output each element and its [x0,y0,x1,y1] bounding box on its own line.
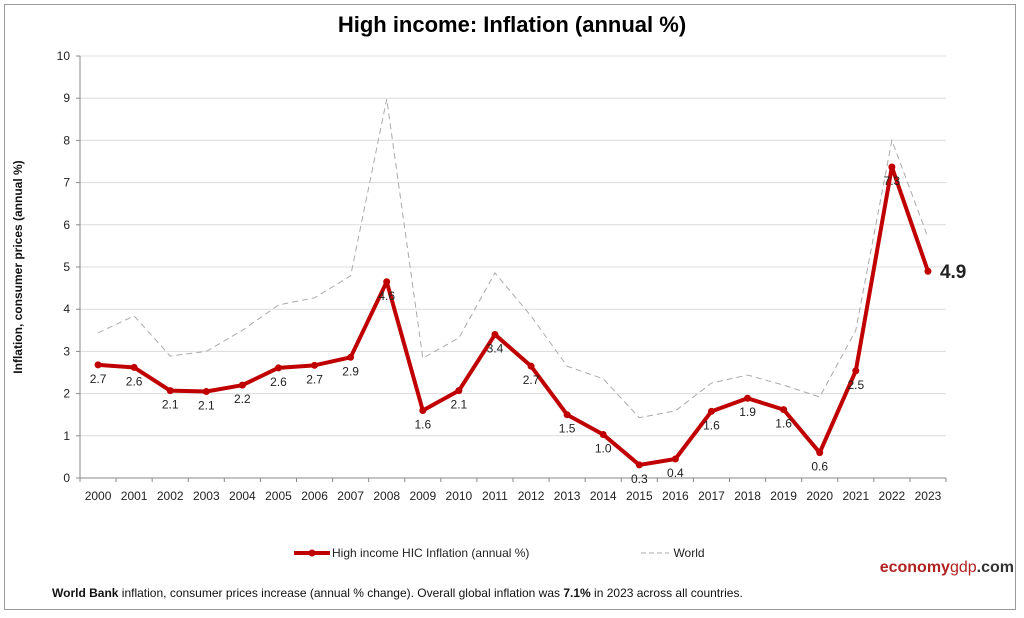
data-label-hic: 1.0 [595,442,612,456]
x-tick-label: 2015 [626,489,653,503]
x-tick-label: 2018 [734,489,761,503]
data-label-hic: 2.2 [234,392,251,406]
data-label-hic: 2.5 [847,378,864,392]
data-label-hic: 1.9 [739,405,756,419]
series-line-world [97,98,929,419]
x-tick-label: 2014 [590,489,617,503]
series-line-hic [97,164,930,467]
data-label-hic: 2.1 [198,398,215,412]
y-tick-label: 1 [63,429,70,443]
data-label-hic: 3.4 [487,342,504,356]
x-tick-label: 2006 [301,489,328,503]
data-label-hic: 2.7 [523,373,540,387]
legend-label-world: World [673,546,705,560]
data-point-hic [888,163,896,171]
data-point-hic [130,363,138,371]
x-tick-label: 2008 [373,489,400,503]
legend-marker-hic [294,549,330,557]
data-label-hic: 7.3 [884,174,901,188]
y-tick-label: 3 [63,344,70,358]
data-label-hic: 1.6 [775,417,792,431]
legend: High income HIC Inflation (annual %) Wor… [292,546,815,560]
y-tick-label: 0 [63,471,70,485]
data-label-hic: 0.3 [631,472,648,486]
x-tick-label: 2017 [698,489,725,503]
data-point-hic [780,406,788,414]
x-tick-label: 2007 [337,489,364,503]
x-tick-label: 2021 [842,489,869,503]
data-point-hic [166,387,174,395]
x-tick-label: 2001 [121,489,148,503]
x-tick-label: 2012 [518,489,545,503]
data-point-hic [527,362,535,370]
y-tick-label: 7 [63,176,70,190]
x-tick-label: 2002 [157,489,184,503]
x-tick-label: 2019 [770,489,797,503]
footer-note: World Bank inflation, consumer prices in… [52,586,743,600]
x-tick-label: 2011 [482,489,508,503]
data-label-hic: 1.6 [703,418,720,432]
data-label-hic: 4.6 [378,289,395,303]
y-tick-label: 6 [63,218,70,232]
data-label-hic: 1.5 [559,422,576,436]
brand-logo: economygdp.com [879,559,1014,576]
y-tick-label: 10 [57,49,71,63]
data-label-hic: 2.7 [306,372,323,386]
x-tick-label: 2023 [915,489,942,503]
x-tick-label: 2016 [662,489,689,503]
data-label-hic: 4.9 [940,262,966,283]
data-label-hic: 2.1 [162,398,179,412]
y-tick-label: 5 [63,260,70,274]
data-label-hic: 0.6 [811,460,828,474]
legend-item-world: World [639,546,705,560]
data-point-hic [347,353,355,361]
data-point-hic [94,361,102,369]
data-label-hic: 2.6 [270,375,287,389]
data-point-hic [274,364,282,372]
data-point-hic [202,387,210,395]
data-point-hic [707,407,715,415]
chart-frame [4,4,1016,610]
x-tick-label: 2003 [193,489,220,503]
data-point-hic [491,331,499,339]
data-point-hic [563,411,571,419]
y-tick-label: 8 [63,133,70,147]
data-label-hic: 0.4 [667,466,684,480]
data-label-hic: 2.7 [90,372,107,386]
x-tick-label: 2022 [879,489,906,503]
data-point-hic [744,394,752,402]
data-point-hic [599,431,607,439]
x-tick-label: 2010 [446,489,473,503]
x-tick-label: 2020 [806,489,833,503]
x-tick-label: 2005 [265,489,292,503]
x-tick-label: 2004 [229,489,256,503]
legend-label-hic: High income HIC Inflation (annual %) [332,546,530,560]
x-tick-label: 2009 [409,489,436,503]
data-label-hic: 2.1 [451,398,468,412]
data-label-hic: 1.6 [414,417,431,431]
y-tick-label: 9 [63,91,70,105]
y-tick-label: 2 [63,387,70,401]
y-tick-label: 4 [63,302,70,316]
data-point-hic [852,367,860,375]
data-point-hic [419,406,427,414]
data-point-hic [238,381,246,389]
chart-title: High income: Inflation (annual %) [337,12,687,37]
data-point-hic [924,267,932,275]
data-label-hic: 2.9 [342,364,359,378]
data-point-hic [455,387,463,395]
x-tick-label: 2013 [554,489,581,503]
x-tick-label: 2000 [85,489,112,503]
data-point-hic [311,361,319,369]
legend-item-hic: High income HIC Inflation (annual %) [292,546,529,560]
data-label-hic: 2.6 [126,374,143,388]
data-point-hic [671,455,679,463]
y-axis-label: Inflation, consumer prices (annual %) [11,160,25,373]
data-point-hic [383,278,391,286]
legend-marker-world [641,552,670,554]
data-point-hic [816,449,824,457]
data-point-hic [635,461,643,469]
